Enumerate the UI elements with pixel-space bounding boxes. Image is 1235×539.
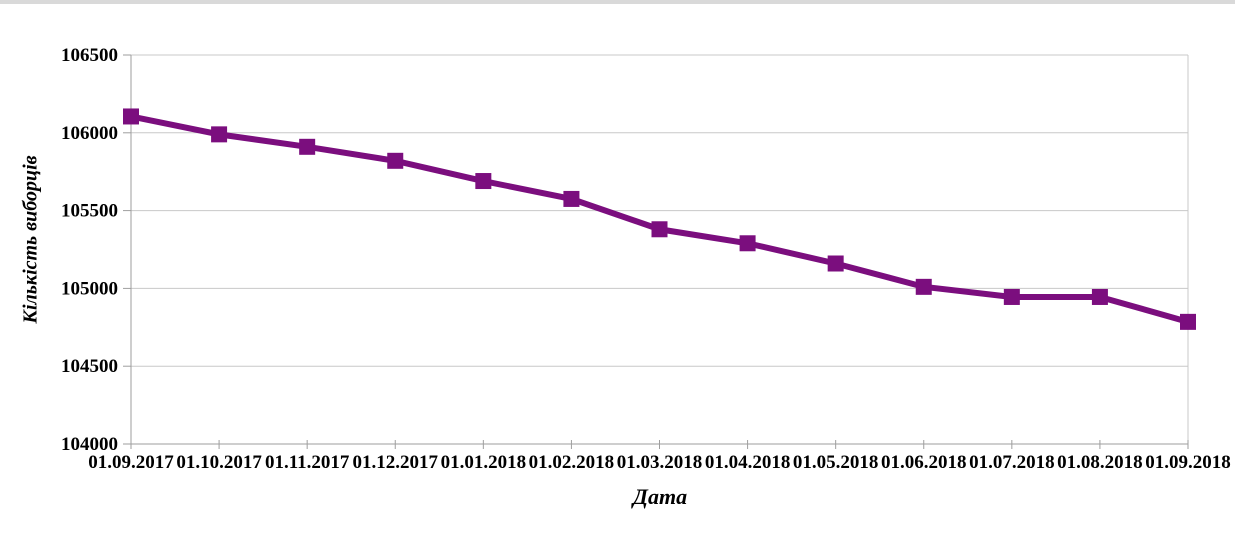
y-tick-label: 106000 — [61, 123, 118, 144]
y-tick-label: 106500 — [61, 45, 118, 66]
data-point-marker — [1003, 288, 1020, 305]
x-tick-label: 01.09.2018 — [1145, 452, 1231, 473]
y-tick-label: 104500 — [61, 356, 118, 377]
x-tick-label: 01.01.2018 — [441, 452, 527, 473]
x-tick-label: 01.11.2017 — [265, 452, 350, 473]
data-point-marker — [915, 278, 932, 295]
x-tick-label: 01.02.2018 — [529, 452, 615, 473]
y-axis-title: Кількість виборців — [19, 155, 42, 324]
data-point-marker — [475, 173, 492, 190]
data-point-marker — [123, 108, 139, 125]
top-strip — [0, 0, 1235, 4]
data-point-marker — [299, 138, 316, 155]
series-line — [128, 113, 1191, 325]
y-tick-label: 104000 — [61, 434, 118, 455]
data-point-marker — [827, 255, 844, 272]
x-tick-label: 01.05.2018 — [793, 452, 879, 473]
y-tick-label: 105000 — [61, 278, 118, 299]
data-point-marker — [563, 190, 580, 207]
x-tick-label: 01.08.2018 — [1057, 452, 1143, 473]
data-point-marker — [387, 152, 404, 169]
data-point-marker — [739, 235, 756, 252]
x-tick-label: 01.03.2018 — [617, 452, 703, 473]
x-tick-label: 01.10.2017 — [176, 452, 262, 473]
x-tick-label: 01.06.2018 — [881, 452, 967, 473]
data-point-marker — [211, 126, 228, 143]
x-tick-label: 01.07.2018 — [969, 452, 1055, 473]
x-tick-label: 01.04.2018 — [705, 452, 791, 473]
data-point-marker — [1091, 288, 1108, 305]
x-axis-title: Дата — [632, 484, 688, 509]
x-tick-label: 01.12.2017 — [353, 452, 439, 473]
data-point-marker — [1180, 313, 1196, 330]
y-tick-label: 105500 — [61, 201, 118, 222]
x-tick-label: 01.09.2017 — [88, 452, 174, 473]
data-point-marker — [651, 221, 668, 238]
